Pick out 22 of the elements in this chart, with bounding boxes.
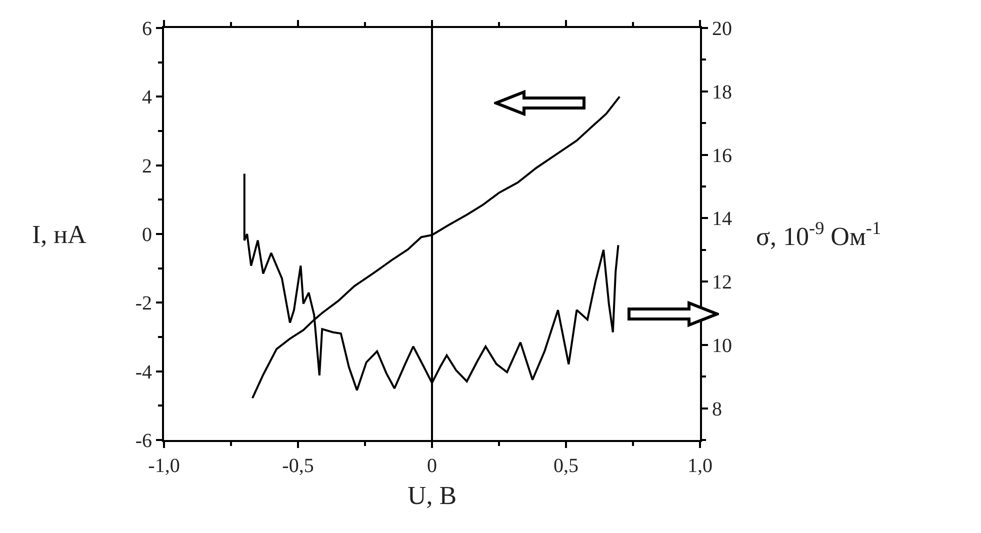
x-tick-label: -1,0 (148, 455, 180, 477)
y2-tick-label: 16 (712, 144, 732, 167)
y-tick-label: 0 (142, 224, 152, 246)
y-tick-label: 4 (142, 86, 152, 109)
y2-tick-label: 14 (712, 208, 732, 230)
y2-axis-title: σ, 10$^{-9}$ Ом$^{-1}$ (756, 218, 882, 251)
y2-tick-label: 12 (712, 272, 732, 294)
y-axis-title: I, нА (32, 220, 87, 249)
y2-tick-label: 10 (712, 334, 732, 357)
y-tick-label: 6 (142, 18, 152, 40)
y-tick-label: -6 (135, 430, 152, 452)
y-tick-label: -4 (135, 361, 152, 384)
y-tick-label: -2 (135, 292, 152, 315)
y2-tick-label: 20 (712, 18, 732, 40)
y2-tick-label: 8 (712, 398, 722, 420)
y-tick-label: 2 (142, 155, 152, 178)
x-axis-title: U, В (407, 481, 457, 510)
x-tick-label: 0,5 (554, 455, 578, 477)
y2-tick-label: 18 (712, 81, 732, 104)
x-tick-label: -0,5 (282, 455, 314, 477)
x-tick-label: 0 (427, 455, 437, 477)
x-tick-label: 1,0 (688, 455, 712, 477)
